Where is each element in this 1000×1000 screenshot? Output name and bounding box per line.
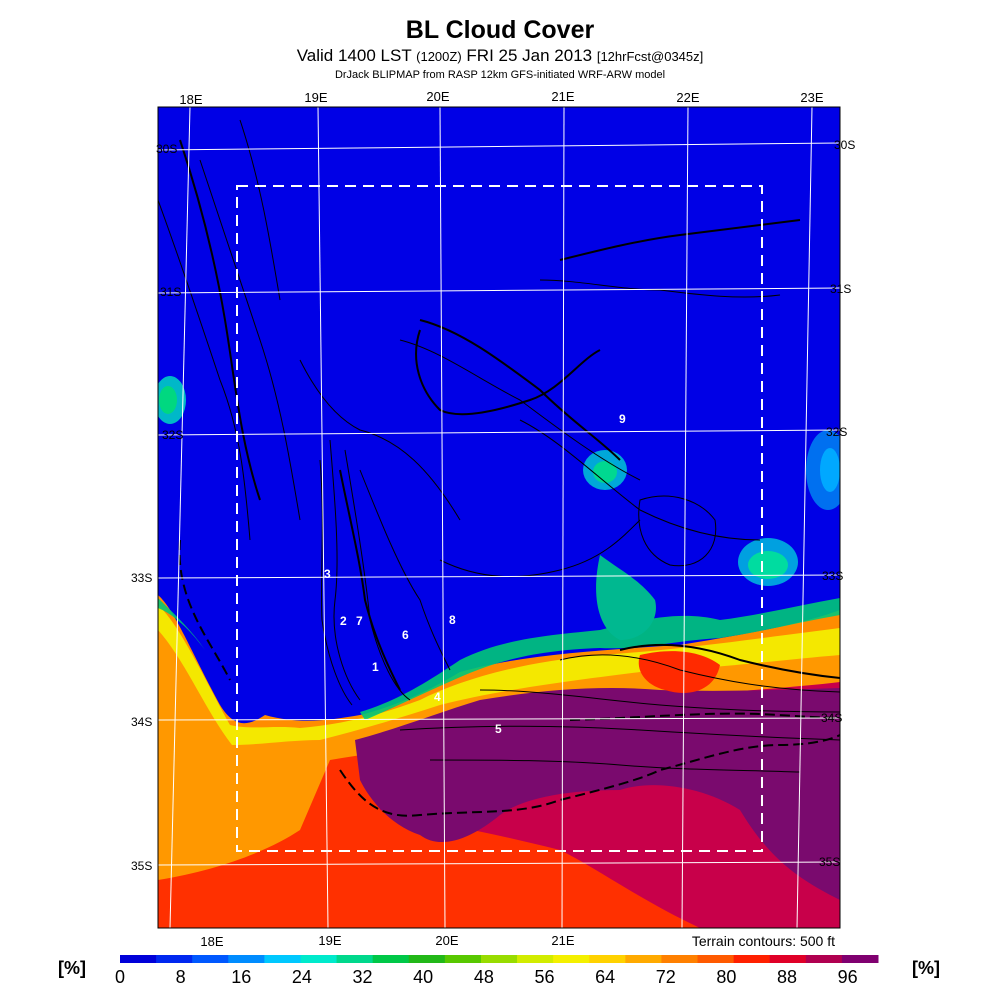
- forecast-info: [12hrFcst@0345z]: [596, 49, 704, 64]
- lon-label: 23E: [800, 90, 823, 105]
- station-label: 5: [495, 722, 502, 736]
- station-labels: 9 3 2 7 6 8 1 4 5: [324, 412, 626, 736]
- lat-label: 31S: [830, 282, 851, 296]
- green-transition: [158, 598, 840, 720]
- map-field: [158, 107, 840, 928]
- cloud-patch-east-core: [820, 448, 840, 492]
- cloud-patch-22e-core: [748, 551, 788, 579]
- lat-labels: 30S 30S 31S 31S 32S 32S 33S 33S 34S 34S …: [131, 138, 855, 873]
- lat-label: 30S: [834, 138, 855, 152]
- station-label: 1: [372, 660, 379, 674]
- lon-label: 21E: [551, 933, 574, 948]
- lon-label: 22E: [676, 90, 699, 105]
- lon-labels-top: 18E 19E 20E 21E 22E 23E: [179, 89, 823, 107]
- lat-label: 31S: [160, 285, 181, 299]
- valid-time: Valid 1400 LST (1200Z) FRI 25 Jan 2013 […: [0, 46, 1000, 66]
- station-label: 4: [434, 690, 441, 704]
- lat-label: 35S: [131, 859, 152, 873]
- terrain-contours: [158, 119, 840, 817]
- cloud-patch-west-core: [159, 386, 177, 414]
- lat-label: 33S: [822, 569, 843, 583]
- lat-label: 34S: [131, 715, 152, 729]
- lat-label: 30S: [156, 142, 177, 156]
- lon-label: 18E: [179, 92, 202, 107]
- lat-label: 32S: [162, 428, 183, 442]
- model-credit: DrJack BLIPMAP from RASP 12km GFS-initia…: [334, 69, 666, 81]
- lon-label: 20E: [426, 89, 449, 104]
- colorbar-unit-left: [%]: [58, 958, 86, 978]
- lon-label: 19E: [304, 90, 327, 105]
- valid-date: FRI 25 Jan 2013: [466, 46, 593, 65]
- lon-label: 19E: [318, 933, 341, 948]
- valid-prefix: Valid 1400 LST: [296, 46, 412, 65]
- red-patch: [638, 651, 720, 693]
- lat-label: 33S: [131, 571, 152, 585]
- inner-domain-box: [236, 185, 763, 852]
- station-label: 3: [324, 567, 331, 581]
- purple-core: [355, 688, 840, 900]
- station-label: 6: [402, 628, 409, 642]
- chart-title: BL Cloud Cover: [405, 16, 595, 44]
- lon-labels-bottom: 18E 19E 20E 21E: [200, 933, 574, 949]
- colorbar-unit-right: [%]: [912, 958, 940, 978]
- lon-label: 20E: [435, 933, 458, 948]
- cloud-patch-21e-core: [593, 461, 617, 483]
- lon-label: 21E: [551, 89, 574, 104]
- station-label: 7: [356, 614, 363, 628]
- valid-utc: (1200Z): [416, 49, 462, 64]
- lat-label: 35S: [819, 855, 840, 869]
- terrain-contour-note: Terrain contours: 500 ft: [691, 933, 835, 949]
- map-frame: [157, 106, 841, 929]
- lat-lon-grid: [158, 107, 840, 928]
- lon-label: 18E: [200, 934, 223, 949]
- station-label: 8: [449, 613, 456, 627]
- station-label: 9: [619, 412, 626, 426]
- station-label: 2: [340, 614, 347, 628]
- lat-label: 34S: [821, 711, 842, 725]
- lat-label: 32S: [826, 425, 847, 439]
